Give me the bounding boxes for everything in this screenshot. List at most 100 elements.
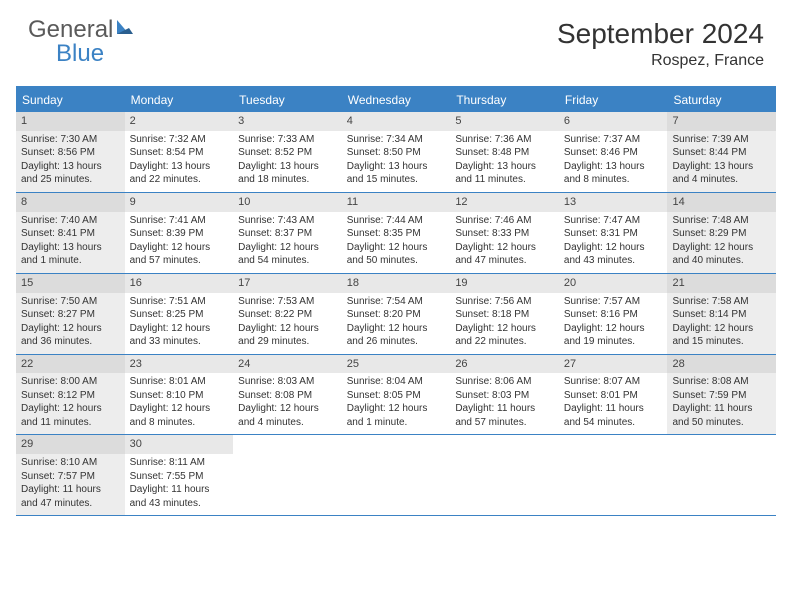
sunset-line: Sunset: 8:12 PM <box>21 389 120 403</box>
calendar-day-cell: 2Sunrise: 7:32 AMSunset: 8:54 PMDaylight… <box>125 112 234 192</box>
daylight-line-1: Daylight: 11 hours <box>672 402 771 416</box>
calendar-day-cell: 21Sunrise: 7:58 AMSunset: 8:14 PMDayligh… <box>667 274 776 354</box>
day-number: 2 <box>125 112 234 131</box>
daylight-line-1: Daylight: 12 hours <box>455 241 554 255</box>
calendar-day-cell: 7Sunrise: 7:39 AMSunset: 8:44 PMDaylight… <box>667 112 776 192</box>
sunrise-line: Sunrise: 8:03 AM <box>238 375 337 389</box>
weekday-header: Thursday <box>450 88 559 112</box>
daylight-line-2: and 36 minutes. <box>21 335 120 349</box>
sunset-line: Sunset: 8:16 PM <box>564 308 663 322</box>
daylight-line-2: and 15 minutes. <box>672 335 771 349</box>
day-number: 21 <box>667 274 776 293</box>
daylight-line-1: Daylight: 12 hours <box>130 322 229 336</box>
day-number: 1 <box>16 112 125 131</box>
day-number: 15 <box>16 274 125 293</box>
daylight-line-2: and 50 minutes. <box>347 254 446 268</box>
daylight-line-2: and 22 minutes. <box>130 173 229 187</box>
day-number: 25 <box>342 355 451 374</box>
daylight-line-2: and 18 minutes. <box>238 173 337 187</box>
daylight-line-2: and 11 minutes. <box>21 416 120 430</box>
calendar-day-cell: 23Sunrise: 8:01 AMSunset: 8:10 PMDayligh… <box>125 355 234 435</box>
calendar-day-cell: 14Sunrise: 7:48 AMSunset: 8:29 PMDayligh… <box>667 193 776 273</box>
daylight-line-2: and 8 minutes. <box>564 173 663 187</box>
sunrise-line: Sunrise: 7:57 AM <box>564 295 663 309</box>
daylight-line-2: and 4 minutes. <box>672 173 771 187</box>
daylight-line-1: Daylight: 13 hours <box>564 160 663 174</box>
calendar-day-cell: 5Sunrise: 7:36 AMSunset: 8:48 PMDaylight… <box>450 112 559 192</box>
sunrise-line: Sunrise: 7:58 AM <box>672 295 771 309</box>
calendar-day-cell: 29Sunrise: 8:10 AMSunset: 7:57 PMDayligh… <box>16 435 125 515</box>
day-number: 14 <box>667 193 776 212</box>
daylight-line-1: Daylight: 11 hours <box>564 402 663 416</box>
daylight-line-2: and 26 minutes. <box>347 335 446 349</box>
sunrise-line: Sunrise: 7:48 AM <box>672 214 771 228</box>
daylight-line-2: and 4 minutes. <box>238 416 337 430</box>
daylight-line-2: and 29 minutes. <box>238 335 337 349</box>
weekday-header: Wednesday <box>342 88 451 112</box>
header: General Blue September 2024 Rospez, Fran… <box>0 0 792 78</box>
day-number: 12 <box>450 193 559 212</box>
month-title: September 2024 <box>557 18 764 50</box>
daylight-line-1: Daylight: 13 hours <box>238 160 337 174</box>
day-number: 6 <box>559 112 668 131</box>
calendar-day-cell: 24Sunrise: 8:03 AMSunset: 8:08 PMDayligh… <box>233 355 342 435</box>
daylight-line-2: and 57 minutes. <box>130 254 229 268</box>
calendar-day-cell: 19Sunrise: 7:56 AMSunset: 8:18 PMDayligh… <box>450 274 559 354</box>
sunrise-line: Sunrise: 7:33 AM <box>238 133 337 147</box>
calendar-day-cell: 27Sunrise: 8:07 AMSunset: 8:01 PMDayligh… <box>559 355 668 435</box>
daylight-line-2: and 19 minutes. <box>564 335 663 349</box>
daylight-line-1: Daylight: 12 hours <box>672 322 771 336</box>
sunset-line: Sunset: 8:54 PM <box>130 146 229 160</box>
calendar-day-cell: 3Sunrise: 7:33 AMSunset: 8:52 PMDaylight… <box>233 112 342 192</box>
daylight-line-2: and 8 minutes. <box>130 416 229 430</box>
day-number: 19 <box>450 274 559 293</box>
sunrise-line: Sunrise: 7:46 AM <box>455 214 554 228</box>
sunrise-line: Sunrise: 8:01 AM <box>130 375 229 389</box>
calendar-day-cell: 25Sunrise: 8:04 AMSunset: 8:05 PMDayligh… <box>342 355 451 435</box>
sunset-line: Sunset: 8:05 PM <box>347 389 446 403</box>
sunset-line: Sunset: 7:57 PM <box>21 470 120 484</box>
day-number: 11 <box>342 193 451 212</box>
sunset-line: Sunset: 8:48 PM <box>455 146 554 160</box>
sunset-line: Sunset: 8:03 PM <box>455 389 554 403</box>
daylight-line-2: and 1 minute. <box>347 416 446 430</box>
day-number: 5 <box>450 112 559 131</box>
day-number: 23 <box>125 355 234 374</box>
daylight-line-2: and 22 minutes. <box>455 335 554 349</box>
calendar-weeks: 1Sunrise: 7:30 AMSunset: 8:56 PMDaylight… <box>16 112 776 516</box>
daylight-line-2: and 33 minutes. <box>130 335 229 349</box>
calendar-week-row: 8Sunrise: 7:40 AMSunset: 8:41 PMDaylight… <box>16 193 776 274</box>
calendar-day-cell: 30Sunrise: 8:11 AMSunset: 7:55 PMDayligh… <box>125 435 234 515</box>
calendar-week-row: 22Sunrise: 8:00 AMSunset: 8:12 PMDayligh… <box>16 355 776 436</box>
sunrise-line: Sunrise: 7:53 AM <box>238 295 337 309</box>
daylight-line-2: and 40 minutes. <box>672 254 771 268</box>
sunrise-line: Sunrise: 8:11 AM <box>130 456 229 470</box>
sunrise-line: Sunrise: 7:51 AM <box>130 295 229 309</box>
sunset-line: Sunset: 8:01 PM <box>564 389 663 403</box>
calendar-day-cell: 18Sunrise: 7:54 AMSunset: 8:20 PMDayligh… <box>342 274 451 354</box>
day-number: 20 <box>559 274 668 293</box>
calendar-day-cell: 4Sunrise: 7:34 AMSunset: 8:50 PMDaylight… <box>342 112 451 192</box>
daylight-line-2: and 50 minutes. <box>672 416 771 430</box>
sunset-line: Sunset: 8:31 PM <box>564 227 663 241</box>
calendar-day-cell: 9Sunrise: 7:41 AMSunset: 8:39 PMDaylight… <box>125 193 234 273</box>
daylight-line-1: Daylight: 12 hours <box>347 402 446 416</box>
daylight-line-2: and 43 minutes. <box>130 497 229 511</box>
day-number: 18 <box>342 274 451 293</box>
daylight-line-1: Daylight: 13 hours <box>672 160 771 174</box>
sunset-line: Sunset: 8:37 PM <box>238 227 337 241</box>
sunset-line: Sunset: 8:41 PM <box>21 227 120 241</box>
sunrise-line: Sunrise: 7:41 AM <box>130 214 229 228</box>
daylight-line-1: Daylight: 12 hours <box>21 322 120 336</box>
title-block: September 2024 Rospez, France <box>557 18 764 70</box>
sunset-line: Sunset: 8:46 PM <box>564 146 663 160</box>
sunset-line: Sunset: 8:39 PM <box>130 227 229 241</box>
daylight-line-1: Daylight: 12 hours <box>238 322 337 336</box>
sunrise-line: Sunrise: 8:00 AM <box>21 375 120 389</box>
daylight-line-2: and 15 minutes. <box>347 173 446 187</box>
daylight-line-2: and 47 minutes. <box>21 497 120 511</box>
sunrise-line: Sunrise: 7:50 AM <box>21 295 120 309</box>
day-number: 24 <box>233 355 342 374</box>
day-number: 3 <box>233 112 342 131</box>
daylight-line-2: and 25 minutes. <box>21 173 120 187</box>
